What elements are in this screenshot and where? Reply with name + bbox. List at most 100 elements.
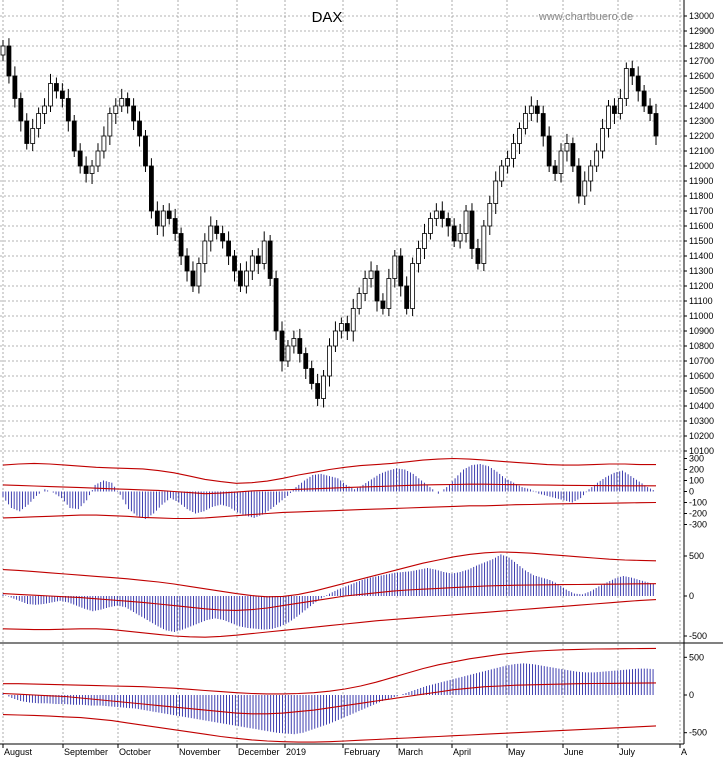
candle-down (475, 248, 481, 264)
osc-tick-label: 100 (689, 476, 704, 486)
candle-up (392, 255, 398, 279)
oscillator-panels (2, 457, 657, 743)
candle-up (517, 128, 522, 144)
candle-up (42, 105, 47, 114)
candle-down (6, 45, 12, 77)
candle-down (220, 233, 226, 242)
candle-up (327, 345, 332, 377)
candle-up (410, 263, 416, 309)
candle-down (641, 90, 647, 107)
price-tick-label: 11300 (689, 266, 713, 276)
price-tick-label: 11000 (689, 311, 713, 321)
candle-down (273, 278, 279, 332)
month-label: August (4, 747, 33, 757)
candle-down (238, 270, 243, 287)
chart-title: DAX (312, 9, 343, 26)
price-tick-label: 12100 (689, 146, 714, 156)
candle-down (83, 165, 89, 174)
candle-up (600, 128, 605, 152)
upper-band (2, 551, 657, 598)
month-label: November (179, 747, 221, 757)
candle-up (457, 233, 463, 242)
candle-down (612, 105, 617, 114)
osc-tick-label: -300 (689, 520, 707, 530)
candle-up (356, 293, 362, 309)
price-tick-label: 10500 (689, 386, 714, 396)
middle-band (2, 583, 657, 611)
month-label: October (119, 747, 151, 757)
month-label: A (681, 747, 687, 757)
price-tick-label: 11200 (689, 281, 713, 291)
candle-up (623, 68, 629, 99)
osc-tick-label: 0 (689, 591, 694, 601)
candle-up (350, 308, 356, 332)
candle-up (523, 113, 528, 129)
price-tick-label: 10700 (689, 356, 714, 366)
candle-down (540, 113, 546, 137)
candle-down (374, 270, 380, 302)
candle-up (48, 83, 53, 107)
price-tick-label: 11700 (689, 206, 713, 216)
candle-down (24, 120, 30, 144)
candle-up (416, 248, 421, 264)
month-label: July (619, 747, 636, 757)
candle-down (297, 338, 303, 354)
candle-up (95, 150, 101, 167)
candle-down (137, 120, 142, 137)
candle-up (30, 128, 36, 144)
middle-band (2, 682, 657, 715)
month-label: April (453, 747, 471, 757)
osc-tick-label: -200 (689, 509, 707, 519)
candle-down (172, 218, 178, 234)
candle-up (261, 240, 267, 264)
osc-tick-label: 200 (689, 465, 704, 475)
month-label: March (398, 747, 423, 757)
candle-up (36, 113, 42, 129)
candle-down (267, 240, 273, 279)
candle-up (196, 263, 202, 287)
candle-down (653, 113, 659, 137)
candle-up (433, 210, 439, 219)
candle-up (606, 105, 611, 129)
osc-tick-label: 0 (689, 690, 694, 700)
month-label: May (508, 747, 526, 757)
candle-down (65, 98, 71, 122)
candle-down (232, 255, 237, 272)
candle-up (0, 45, 6, 56)
candle-down (190, 270, 196, 287)
lower-band (2, 599, 657, 638)
price-tick-label: 10600 (689, 371, 714, 381)
month-label: September (64, 747, 108, 757)
candle-down (71, 120, 77, 152)
candle-up (588, 165, 594, 182)
price-tick-label: 11800 (689, 191, 713, 201)
candle-up (249, 255, 255, 272)
price-tick-label: 12500 (689, 86, 714, 96)
candle-down (154, 210, 160, 227)
candle-down (469, 210, 475, 249)
candle-down (255, 255, 261, 264)
candle-down (178, 233, 184, 257)
candle-down (184, 255, 190, 272)
candle-up (582, 180, 588, 197)
candle-up (511, 143, 516, 159)
price-tick-label: 10900 (689, 326, 714, 336)
candle-up (422, 233, 427, 249)
candle-down (131, 105, 137, 122)
candle-up (119, 98, 125, 107)
candle-up (594, 150, 600, 167)
candle-up (291, 338, 297, 347)
candle-up (160, 210, 166, 227)
osc-tick-label: -500 (689, 728, 707, 738)
candle-up (89, 165, 95, 174)
candle-up (202, 240, 208, 264)
candle-up (564, 143, 570, 152)
candle-up (321, 375, 326, 399)
candle-up (285, 345, 291, 362)
candle-down (552, 165, 558, 174)
candle-up (528, 105, 534, 114)
price-tick-label: 11600 (689, 221, 713, 231)
lower-band (2, 714, 657, 743)
candle-down (18, 98, 24, 122)
